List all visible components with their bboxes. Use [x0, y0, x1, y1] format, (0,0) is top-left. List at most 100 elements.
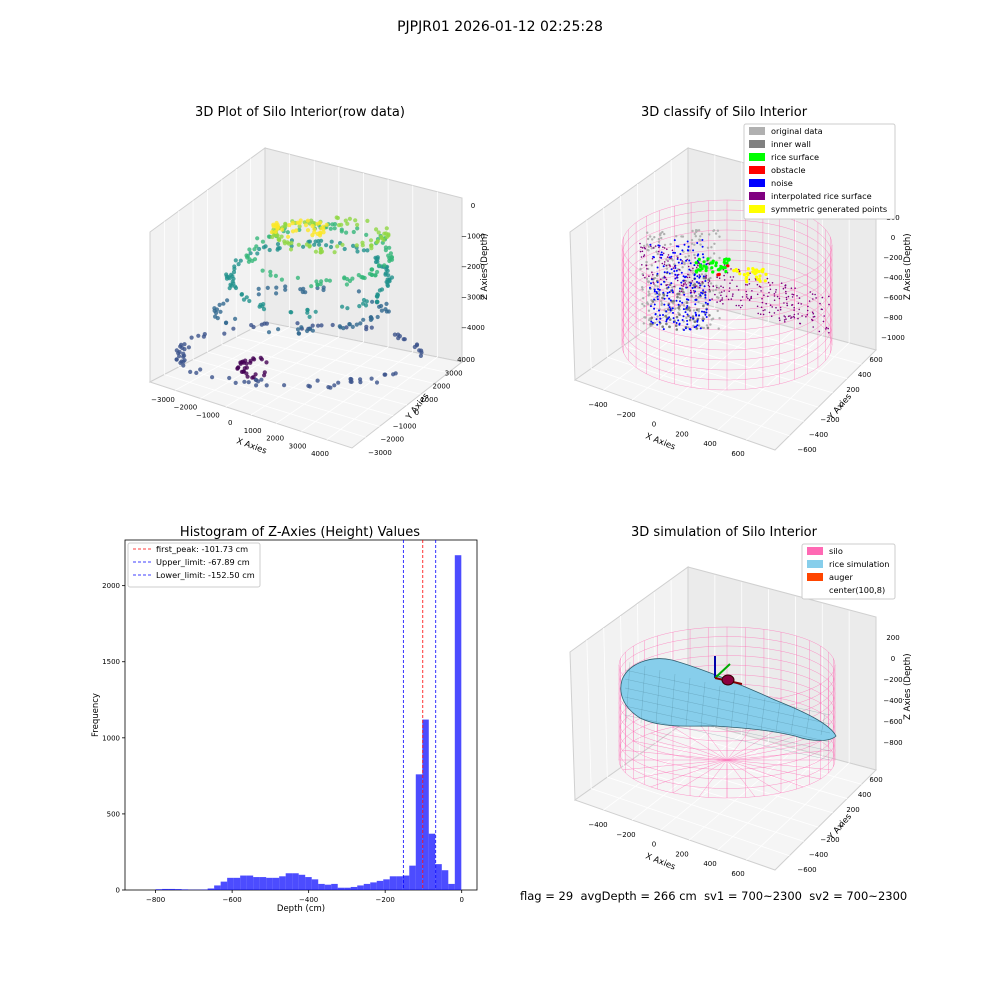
interpolated-rice-point [785, 298, 788, 301]
original-data-point [646, 237, 650, 241]
interpolated-rice-point [784, 286, 787, 289]
noise-point [655, 291, 658, 293]
interpolated-rice-point [741, 296, 744, 298]
classify-panel: 3D classify of Silo Interior −400−200020… [569, 105, 913, 458]
interpolated-rice-point [648, 275, 650, 278]
rice-surface-point [710, 266, 714, 270]
raw-data-point [268, 269, 273, 274]
interpolated-rice-point [716, 286, 718, 289]
interpolated-rice-point [692, 290, 695, 292]
rice-surface-point [704, 265, 708, 269]
simulation-title: 3D simulation of Silo Interior [631, 525, 818, 540]
interpolated-rice-point [690, 289, 692, 292]
classify-ytick: −400 [809, 431, 828, 439]
original-data-point [642, 322, 645, 325]
classify-legend-swatch [749, 192, 765, 200]
raw-data-point [384, 301, 389, 306]
histogram-bar [227, 877, 234, 890]
original-data-point [715, 284, 718, 287]
original-data-point [660, 300, 663, 303]
interpolated-rice-point [705, 275, 707, 278]
raw-data-point [389, 255, 394, 260]
raw-data-point [268, 273, 273, 278]
interpolated-rice-point [767, 281, 770, 284]
raw-data-point [360, 240, 365, 245]
symmetric-point [746, 271, 750, 276]
original-data-point [702, 326, 705, 330]
raw-data-point [269, 230, 274, 235]
histogram-bar [272, 877, 280, 890]
noise-point [672, 321, 675, 323]
interpolated-rice-point [677, 256, 679, 259]
interpolated-rice-point [791, 304, 793, 306]
interpolated-rice-point [684, 279, 686, 282]
simulation-panel: 3D simulation of Silo Interior −400−2000… [569, 525, 913, 878]
raw-data-point [283, 221, 288, 226]
noise-point [681, 249, 684, 252]
raw-data-point [252, 357, 257, 362]
raw-data-point [345, 306, 350, 311]
raw-scatter-ytick: 3000 [445, 369, 463, 377]
histogram-bar [207, 888, 215, 890]
noise-point [682, 315, 685, 318]
noise-point [653, 290, 656, 293]
noise-point [701, 310, 703, 313]
histogram-bar [344, 887, 351, 890]
interpolated-rice-point [667, 260, 669, 262]
original-data-point [663, 243, 667, 247]
rice-surface-point [698, 268, 702, 272]
interpolated-rice-point [677, 273, 680, 276]
interpolated-rice-point [732, 293, 734, 295]
original-data-point [692, 309, 696, 312]
histogram-bar [279, 876, 286, 890]
raw-data-point [382, 372, 387, 377]
interpolated-rice-point [716, 276, 718, 279]
interpolated-rice-point [662, 246, 664, 248]
noise-point [686, 319, 689, 322]
classify-silo-wireframe [621, 199, 833, 391]
raw-data-point [330, 322, 335, 328]
interpolated-rice-point [808, 300, 811, 302]
raw-data-point [257, 246, 262, 252]
raw-data-point [224, 320, 229, 325]
noise-point [688, 268, 691, 271]
raw-data-point [177, 354, 182, 359]
interpolated-rice-point [823, 315, 825, 317]
noise-point [661, 253, 664, 256]
raw-data-point [402, 337, 407, 342]
raw-data-point [339, 222, 344, 227]
noise-point [668, 297, 671, 300]
raw-data-point [384, 226, 389, 231]
classify-title: 3D classify of Silo Interior [641, 105, 808, 120]
raw-scatter-xtick: −3000 [151, 396, 175, 404]
noise-point [705, 311, 708, 314]
interpolated-rice-point [789, 315, 791, 317]
raw-data-point [328, 226, 333, 231]
raw-data-point [364, 232, 369, 237]
raw-data-point [249, 323, 254, 328]
raw-data-point [295, 220, 300, 225]
symmetric-point [751, 270, 755, 274]
noise-point [670, 282, 673, 285]
raw-data-point [388, 251, 393, 256]
interpolated-rice-point [657, 250, 660, 253]
original-data-point [687, 254, 691, 258]
interpolated-rice-point [650, 245, 652, 248]
raw-data-point [266, 330, 272, 335]
classify-zticks: 2000−200−400−600−800−1000 [881, 214, 905, 342]
noise-point [692, 249, 695, 252]
noise-point [650, 282, 652, 285]
noise-point [669, 309, 672, 312]
original-data-point [647, 245, 650, 248]
interpolated-rice-point [763, 294, 765, 297]
simulation-ztick: −800 [883, 739, 902, 747]
histogram-bar [246, 875, 254, 890]
inner-wall-point [677, 292, 681, 296]
interpolated-rice-point [674, 265, 676, 268]
interpolated-rice-point [686, 286, 689, 289]
raw-scatter-panel: 3D Plot of Silo Interior(row data) −3000… [148, 105, 490, 458]
interpolated-rice-point [822, 320, 825, 323]
simulation-legend-swatch [807, 547, 823, 555]
raw-data-point [236, 262, 241, 267]
original-data-point [683, 262, 686, 266]
